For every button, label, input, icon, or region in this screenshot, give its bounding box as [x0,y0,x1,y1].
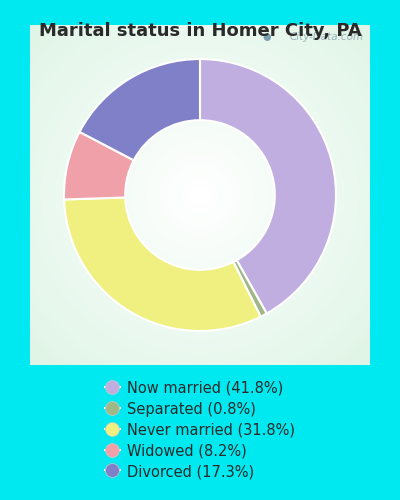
Wedge shape [200,59,336,314]
Wedge shape [80,59,200,160]
Circle shape [0,0,400,436]
Circle shape [135,130,265,260]
Circle shape [88,84,312,306]
Circle shape [12,8,388,382]
Circle shape [52,47,348,343]
Circle shape [164,159,236,231]
Circle shape [0,0,400,480]
Circle shape [0,0,400,433]
Text: Marital status in Homer City, PA: Marital status in Homer City, PA [39,22,361,40]
Circle shape [0,0,400,469]
Circle shape [175,170,225,220]
Circle shape [171,166,229,224]
Circle shape [56,51,344,339]
Circle shape [0,0,400,454]
Circle shape [0,0,400,444]
Circle shape [0,0,400,451]
Circle shape [20,15,380,375]
Circle shape [0,0,400,430]
Circle shape [0,0,400,472]
Circle shape [0,0,400,415]
Circle shape [24,18,376,372]
Circle shape [0,0,400,404]
Circle shape [124,120,276,270]
Circle shape [0,0,400,466]
Circle shape [178,174,222,216]
Circle shape [0,0,400,418]
Circle shape [74,69,326,321]
Circle shape [139,134,261,256]
Circle shape [27,22,373,368]
Circle shape [81,76,319,314]
Circle shape [186,180,214,210]
Circle shape [60,54,340,336]
Circle shape [2,0,398,393]
Circle shape [49,44,351,346]
Circle shape [0,0,400,422]
Circle shape [63,58,337,332]
Circle shape [85,80,315,310]
Circle shape [0,0,400,408]
Circle shape [103,98,297,292]
Circle shape [0,0,400,426]
Circle shape [99,94,301,296]
Circle shape [128,123,272,267]
Wedge shape [64,132,134,200]
Circle shape [0,0,400,458]
Circle shape [78,72,322,318]
Circle shape [16,11,384,379]
Circle shape [121,116,279,274]
Circle shape [142,138,258,252]
Circle shape [0,0,400,462]
Text: ●: ● [263,32,272,42]
Circle shape [92,87,308,303]
Circle shape [9,4,391,386]
Circle shape [150,144,250,246]
Circle shape [70,66,330,324]
Circle shape [38,33,362,357]
Circle shape [34,29,366,361]
Legend: Now married (41.8%), Separated (0.8%), Never married (31.8%), Widowed (8.2%), Di: Now married (41.8%), Separated (0.8%), N… [101,376,299,484]
Circle shape [31,26,369,364]
Circle shape [132,126,268,264]
Circle shape [5,0,395,390]
Circle shape [189,184,211,206]
Circle shape [0,0,400,476]
Circle shape [0,0,400,411]
Circle shape [0,0,400,397]
Circle shape [96,90,304,300]
Circle shape [0,0,400,440]
Circle shape [146,141,254,249]
Circle shape [153,148,247,242]
Circle shape [182,177,218,213]
Wedge shape [64,198,261,331]
Circle shape [114,108,286,282]
Circle shape [42,36,358,354]
Circle shape [0,0,400,400]
Circle shape [193,188,207,202]
Wedge shape [233,260,267,316]
Circle shape [160,156,240,234]
Circle shape [157,152,243,238]
Circle shape [196,192,204,198]
Circle shape [110,105,290,285]
Circle shape [67,62,333,328]
Circle shape [0,0,400,448]
Circle shape [45,40,355,350]
Circle shape [117,112,283,278]
Circle shape [168,162,232,228]
Text: City-Data.com: City-Data.com [289,32,363,42]
Circle shape [106,102,294,288]
Circle shape [0,0,400,484]
